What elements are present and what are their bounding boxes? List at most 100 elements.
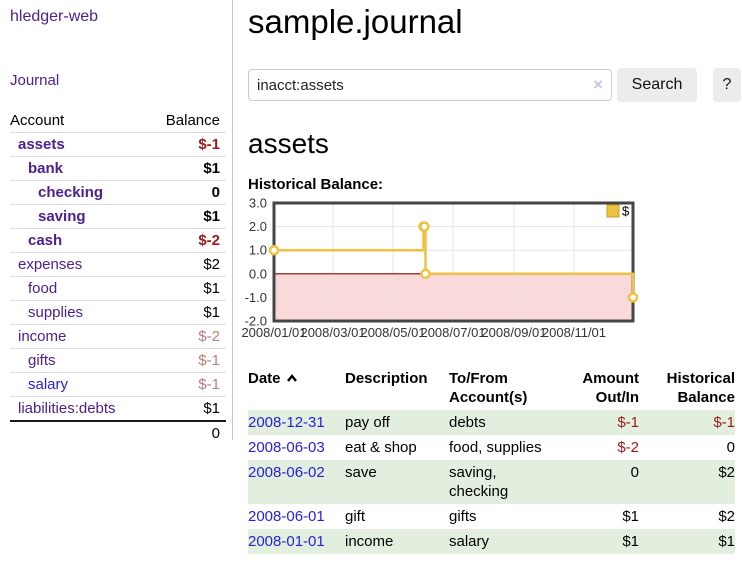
account-row: salary $-1 [10, 372, 226, 397]
transaction-accounts: food, supplies [449, 439, 542, 456]
account-row: supplies $1 [10, 300, 226, 325]
accounts-total-row: 0 [10, 420, 226, 445]
transaction-date-link[interactable]: 2008-06-01 [248, 508, 325, 525]
register-header-row: Date Description To/From Account(s) Amou… [248, 367, 735, 410]
transaction-amount: $-2 [617, 439, 639, 456]
chart-section-label: Historical Balance: [248, 176, 384, 193]
transaction-date-link[interactable]: 2008-12-31 [248, 414, 325, 431]
account-link[interactable]: income [18, 328, 67, 345]
account-link[interactable]: liabilities:debts [18, 400, 116, 417]
transaction-date-link[interactable]: 2008-01-01 [248, 533, 325, 550]
account-link[interactable]: cash [28, 232, 63, 249]
account-link[interactable]: supplies [28, 304, 84, 321]
register-header-date[interactable]: Date [248, 367, 345, 410]
app-title-link[interactable]: hledger-web [10, 8, 99, 25]
register-header-accounts: To/From Account(s) [449, 370, 528, 406]
transaction-amount: $-1 [617, 414, 639, 431]
transaction-row: 2008-06-01 gift gifts $1 $2 [248, 504, 735, 529]
account-balance: $-1 [147, 372, 226, 397]
account-link[interactable]: expenses [18, 256, 83, 273]
accounts-total-value: 0 [147, 420, 226, 445]
transaction-description: eat & shop [345, 439, 417, 456]
account-link[interactable]: food [28, 280, 58, 297]
transaction-date-link[interactable]: 2008-06-02 [248, 464, 325, 481]
account-balance: $-1 [147, 132, 226, 157]
svg-text:3.0: 3.0 [249, 198, 267, 211]
sidebar: hledger-web Journal Account Balance asse… [0, 0, 233, 445]
transaction-row: 2008-06-03 eat & shop food, supplies $-2 0 [248, 435, 735, 460]
svg-text:1.0: 1.0 [249, 243, 267, 258]
search-bar: × Search ? [248, 68, 742, 102]
svg-text:$: $ [622, 204, 630, 219]
account-link[interactable]: bank [28, 160, 64, 177]
account-link[interactable]: checking [38, 184, 104, 201]
clear-search-icon[interactable]: × [593, 75, 603, 94]
register-header-amount: Amount Out/In [582, 370, 639, 406]
transaction-date-link[interactable]: 2008-06-03 [248, 439, 325, 456]
svg-text:2008/09/01: 2008/09/01 [481, 325, 546, 340]
sidebar-item-journal[interactable]: Journal [10, 72, 60, 89]
page-title: sample.journal [248, 3, 463, 40]
transaction-balance: 0 [726, 439, 735, 456]
transaction-balance: $2 [718, 464, 735, 481]
accounts-header-row: Account Balance [10, 109, 226, 133]
account-row: expenses $2 [10, 252, 226, 277]
account-row: food $1 [10, 276, 226, 301]
account-balance: $1 [147, 396, 226, 421]
search-input-wrap: × [248, 69, 612, 101]
svg-text:2008/11/01: 2008/11/01 [542, 325, 606, 340]
account-balance: $2 [147, 252, 226, 277]
sort-ascending-icon [286, 370, 298, 389]
transaction-amount: 0 [630, 464, 639, 481]
historical-balance-svg: 3.0 2.0 1.0 0.0 -1.0 -2.02008/01/012008/03/01… [241, 196, 639, 340]
account-row: income $-2 [10, 324, 226, 349]
transaction-accounts: gifts [449, 508, 477, 525]
transaction-amount: $1 [622, 533, 639, 550]
account-row: saving $1 [10, 204, 226, 229]
main-content: sample.journal × Search ? assets Histori… [233, 0, 742, 554]
transaction-balance: $1 [718, 533, 735, 550]
account-balance: $-1 [147, 348, 226, 373]
svg-text:2008/01/01: 2008/01/01 [241, 325, 306, 340]
search-input[interactable] [248, 69, 612, 101]
historical-balance-chart: 3.0 2.0 1.0 0.0 -1.0 -2.0 2008/01/01 2008/03/01… [240, 196, 742, 351]
chart-legend: $ [606, 204, 630, 219]
svg-text:2008/07/01: 2008/07/01 [420, 325, 485, 340]
transaction-row: 2008-01-01 income salary $1 $1 [248, 529, 735, 554]
transaction-balance: $2 [718, 508, 735, 525]
account-link[interactable]: gifts [28, 352, 56, 369]
account-link[interactable]: saving [38, 208, 86, 225]
account-heading: assets [248, 128, 329, 159]
transaction-balance: $-1 [713, 414, 735, 431]
help-button[interactable]: ? [713, 68, 741, 102]
transaction-description: pay off [345, 414, 390, 431]
register-header-description: Description [345, 370, 428, 387]
account-balance: $1 [147, 300, 226, 325]
transaction-row: 2008-12-31 pay off debts $-1 $-1 [248, 410, 735, 435]
account-link[interactable]: assets [18, 136, 65, 153]
transaction-accounts: debts [449, 414, 486, 431]
svg-text:2008/05/01: 2008/05/01 [360, 325, 425, 340]
account-balance: $1 [147, 204, 226, 229]
transaction-accounts: saving, checking [449, 464, 509, 500]
transaction-description: gift [345, 508, 366, 525]
transaction-description: save [345, 464, 377, 481]
svg-text:-2.0: -2.0 [245, 314, 267, 329]
transaction-amount: $1 [622, 508, 639, 525]
accounts-header-balance: Balance [165, 112, 220, 129]
accounts-total-spacer [10, 420, 148, 445]
account-balance: $1 [147, 276, 226, 301]
account-row: bank $1 [10, 156, 226, 181]
account-row: checking 0 [10, 180, 226, 205]
register-table: Date Description To/From Account(s) Amou… [248, 367, 735, 554]
accounts-header-account: Account [10, 112, 65, 129]
account-balance: 0 [147, 180, 226, 205]
account-balance: $1 [147, 156, 226, 181]
search-button[interactable]: Search [617, 68, 697, 102]
account-row: liabilities:debts $1 [10, 396, 226, 421]
account-link[interactable]: salary [28, 376, 69, 393]
transaction-row: 2008-06-02 save saving, checking 0 $2 [248, 460, 735, 504]
svg-text:0.0: 0.0 [249, 266, 267, 281]
register-header-balance: Historical Balance [666, 370, 735, 406]
svg-text:2008/03/01: 2008/03/01 [300, 325, 365, 340]
